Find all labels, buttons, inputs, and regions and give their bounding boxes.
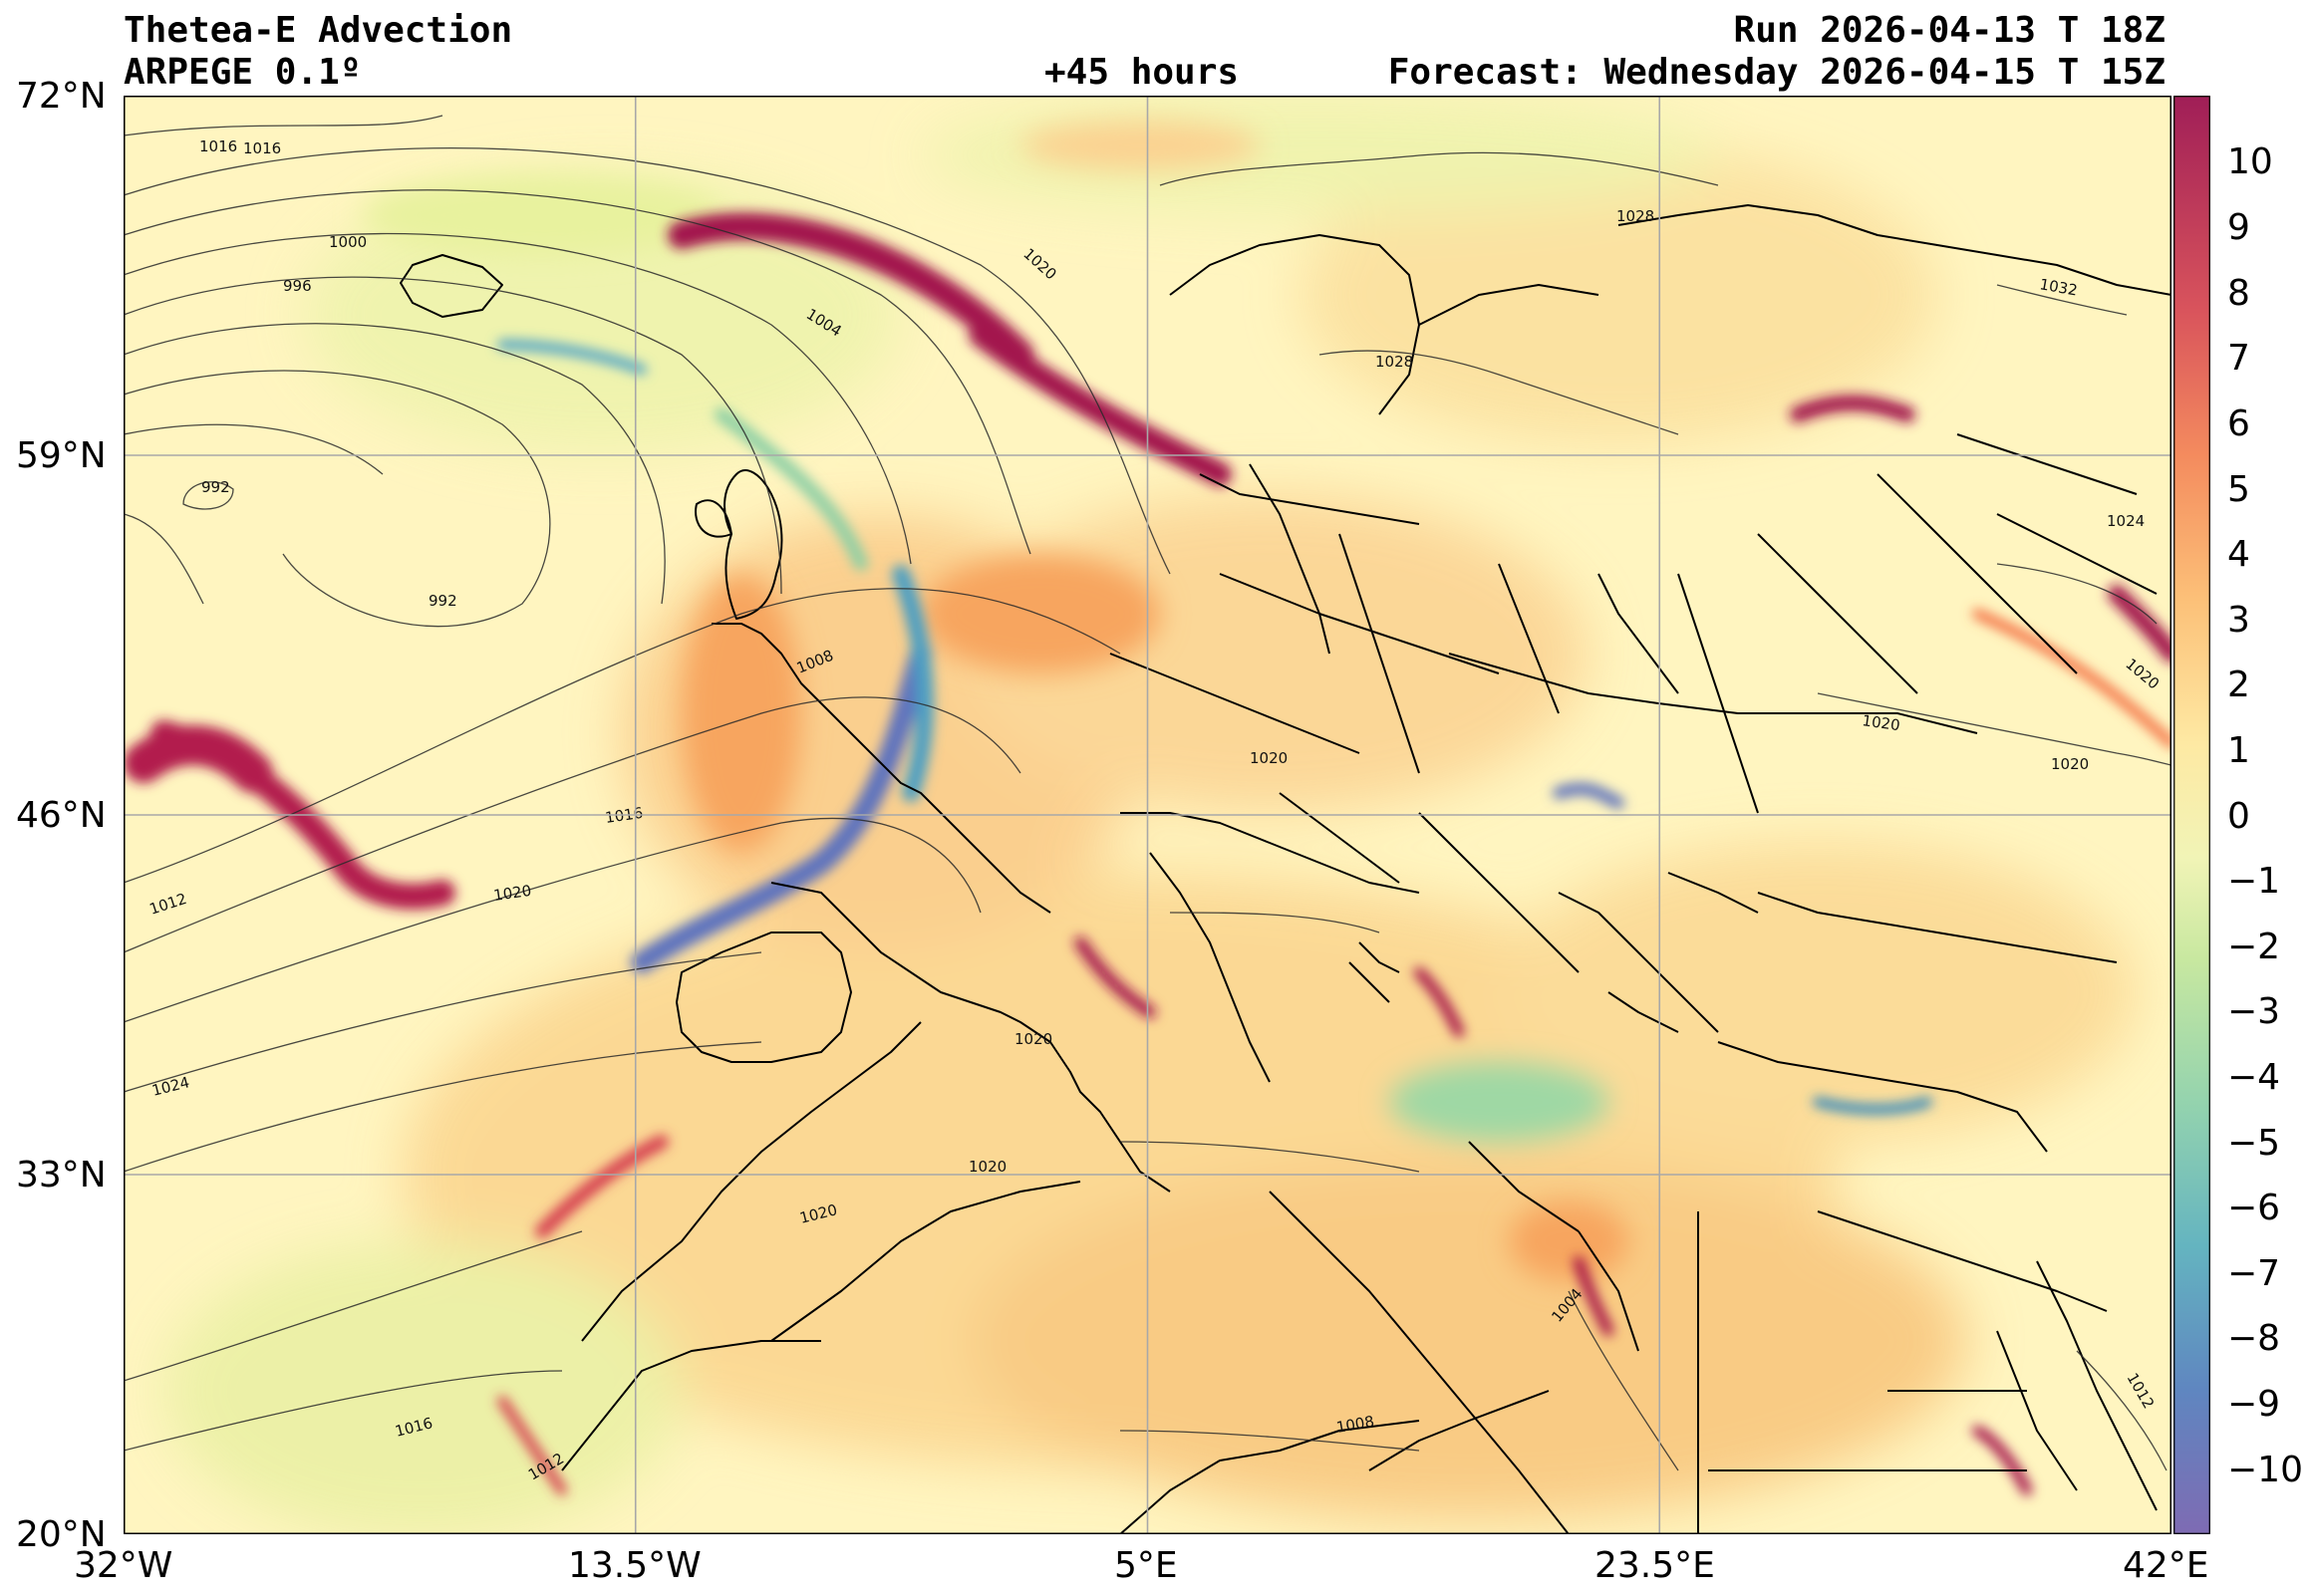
lon-tick-label: 13.5°W <box>568 1545 702 1586</box>
isobar-label: 1020 <box>492 882 532 905</box>
lead-time-label: +45 hours <box>1044 52 1240 93</box>
colorbar-label: −4 <box>2227 1057 2281 1098</box>
colorbar-label: 0 <box>2227 796 2250 837</box>
coastlines-and-borders <box>400 204 2171 1534</box>
run-label: Run 2026-04-13 T 18Z <box>1733 10 2166 51</box>
map-panel[interactable]: 1016 1016 1000 996 1020 1004 992 992 100… <box>124 96 2171 1534</box>
colorbar-label: −6 <box>2227 1188 2281 1228</box>
colorbar-label: −10 <box>2227 1450 2303 1490</box>
isobar-label: 1020 <box>1014 1030 1052 1048</box>
colorbar-label: 2 <box>2227 665 2250 705</box>
lat-tick-label: 59°N <box>16 435 107 476</box>
isobar-label: 1028 <box>1375 353 1413 371</box>
colorbar-label: −3 <box>2227 991 2281 1032</box>
lat-tick-label: 46°N <box>16 795 107 836</box>
map-canvas[interactable]: 1016 1016 1000 996 1020 1004 992 992 100… <box>124 96 2171 1534</box>
isobar-label: 1016 <box>199 137 237 155</box>
lon-tick-label: 42°E <box>2123 1545 2209 1586</box>
forecast-label: Forecast: Wednesday 2026-04-15 T 15Z <box>1387 52 2166 93</box>
colorbar-label: −7 <box>2227 1253 2281 1294</box>
colorbar-label: −9 <box>2227 1384 2281 1425</box>
isobar-label: 996 <box>283 277 312 295</box>
isobar-label: 1028 <box>1616 207 1654 225</box>
isobar-label: 1000 <box>329 233 367 251</box>
isobar-label: 1020 <box>1250 749 1288 767</box>
lon-tick-label: 5°E <box>1114 1545 1178 1586</box>
lat-tick-label: 20°N <box>16 1514 107 1555</box>
colorbar-label: 9 <box>2227 207 2250 248</box>
graticule <box>124 96 2171 1534</box>
colorbar-label: −1 <box>2227 861 2281 902</box>
lon-tick-label: 32°W <box>74 1545 173 1586</box>
isobar-label: 1020 <box>1861 711 1900 734</box>
isobar-label: 1016 <box>243 139 281 157</box>
isobar-label: 1020 <box>2051 755 2089 773</box>
colorbar-label: 5 <box>2227 469 2250 510</box>
colorbar-label: 3 <box>2227 600 2250 641</box>
isobar-label: 992 <box>429 592 457 610</box>
colorbar-label: 4 <box>2227 534 2250 575</box>
lat-tick-label: 33°N <box>16 1155 107 1196</box>
model-label: ARPEGE 0.1º <box>124 52 362 93</box>
colorbar-label: −5 <box>2227 1123 2281 1164</box>
colorbar-label: 10 <box>2227 141 2273 182</box>
isobar-label: 992 <box>201 478 230 496</box>
map-title: Thetea-E Advection <box>124 10 513 51</box>
lat-tick-label: 72°N <box>16 76 107 117</box>
isobars <box>124 115 2171 1471</box>
advection-field <box>124 96 2171 1534</box>
colorbar-label: 1 <box>2227 730 2250 771</box>
colorbar-label: 8 <box>2227 273 2250 314</box>
colorbar-label: 6 <box>2227 403 2250 444</box>
colorbar-frame <box>2173 96 2210 1534</box>
isobar-label: 1020 <box>969 1158 1007 1176</box>
colorbar-label: 7 <box>2227 338 2250 379</box>
colorbar-gradient <box>2173 96 2210 1534</box>
colorbar <box>2173 96 2210 1534</box>
map-frame <box>124 96 2171 1534</box>
isobar-label: 1024 <box>2107 512 2145 530</box>
lon-tick-label: 23.5°E <box>1594 1545 1715 1586</box>
colorbar-label: −2 <box>2227 927 2281 967</box>
colorbar-label: −8 <box>2227 1318 2281 1359</box>
